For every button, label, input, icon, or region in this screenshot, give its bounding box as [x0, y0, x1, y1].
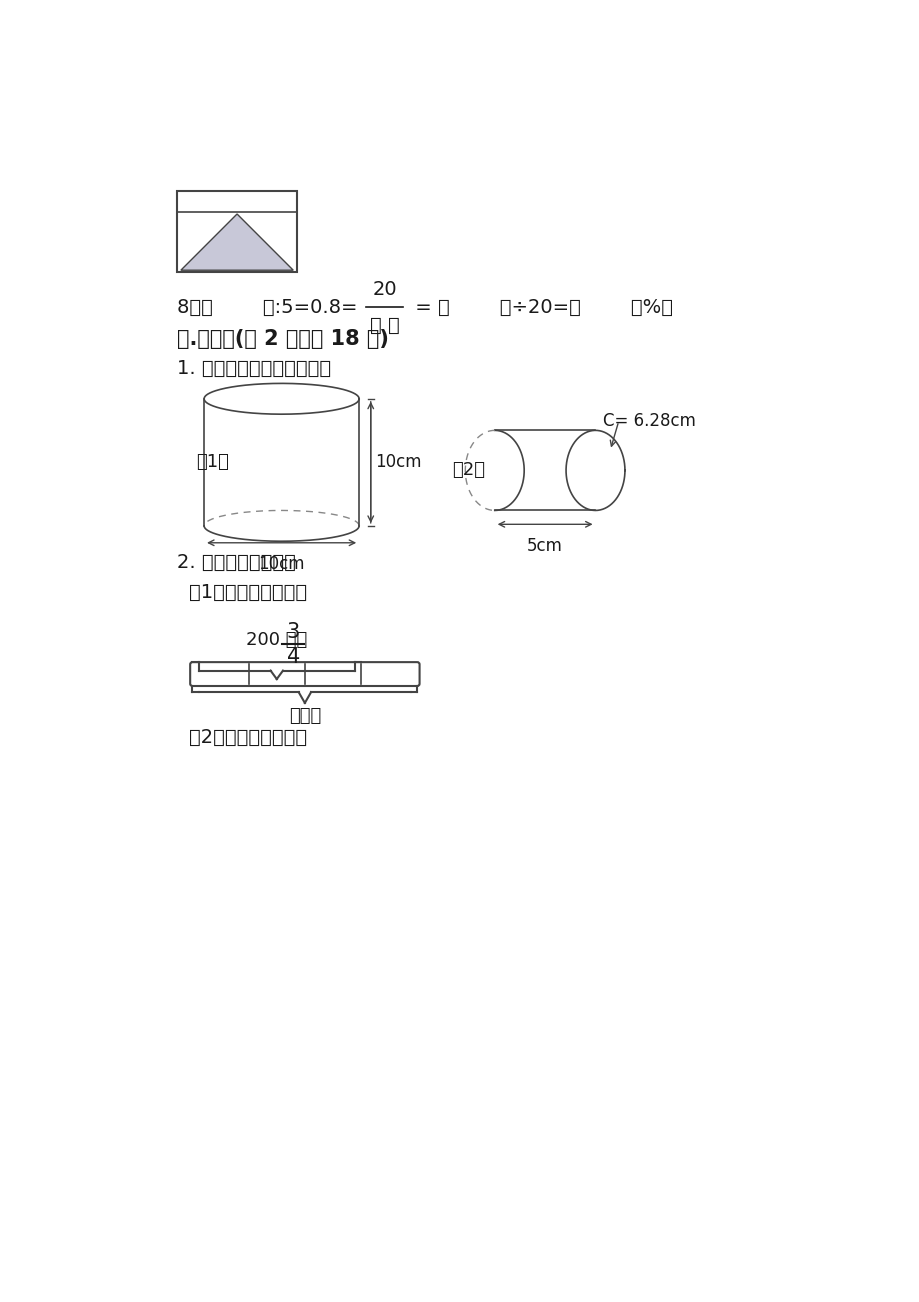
Text: 200 千克: 200 千克 — [246, 630, 307, 648]
Text: 10cm: 10cm — [258, 555, 304, 573]
Text: 1. 计算下面圆柱的表面积。: 1. 计算下面圆柱的表面积。 — [176, 358, 331, 378]
Text: （2）: （2） — [451, 461, 484, 479]
Text: 20: 20 — [372, 280, 397, 298]
Text: = （        ）÷20=（        ）%。: = （ ）÷20=（ ）%。 — [409, 298, 673, 316]
Text: （ ）: （ ） — [369, 315, 399, 335]
Text: 3: 3 — [287, 622, 300, 642]
Text: 10cm: 10cm — [375, 453, 422, 471]
Text: 5cm: 5cm — [527, 536, 562, 555]
Text: 四.计算题(共 2 题，共 18 分): 四.计算题(共 2 题，共 18 分) — [176, 328, 389, 349]
Text: C= 6.28cm: C= 6.28cm — [603, 413, 696, 430]
Text: （1）: （1） — [196, 453, 229, 471]
Text: 8．（        ）:5=0.8=: 8．（ ）:5=0.8= — [176, 298, 357, 316]
Text: ？千克: ？千克 — [289, 707, 321, 725]
Polygon shape — [181, 214, 293, 271]
Text: （2）看图列式计算。: （2）看图列式计算。 — [188, 728, 306, 747]
Text: （1）看图列式计算。: （1）看图列式计算。 — [188, 583, 306, 603]
FancyBboxPatch shape — [190, 663, 419, 686]
Bar — [176, 191, 297, 272]
Text: 4: 4 — [287, 647, 300, 667]
Text: 2. 看图列式并计算。: 2. 看图列式并计算。 — [176, 553, 296, 573]
